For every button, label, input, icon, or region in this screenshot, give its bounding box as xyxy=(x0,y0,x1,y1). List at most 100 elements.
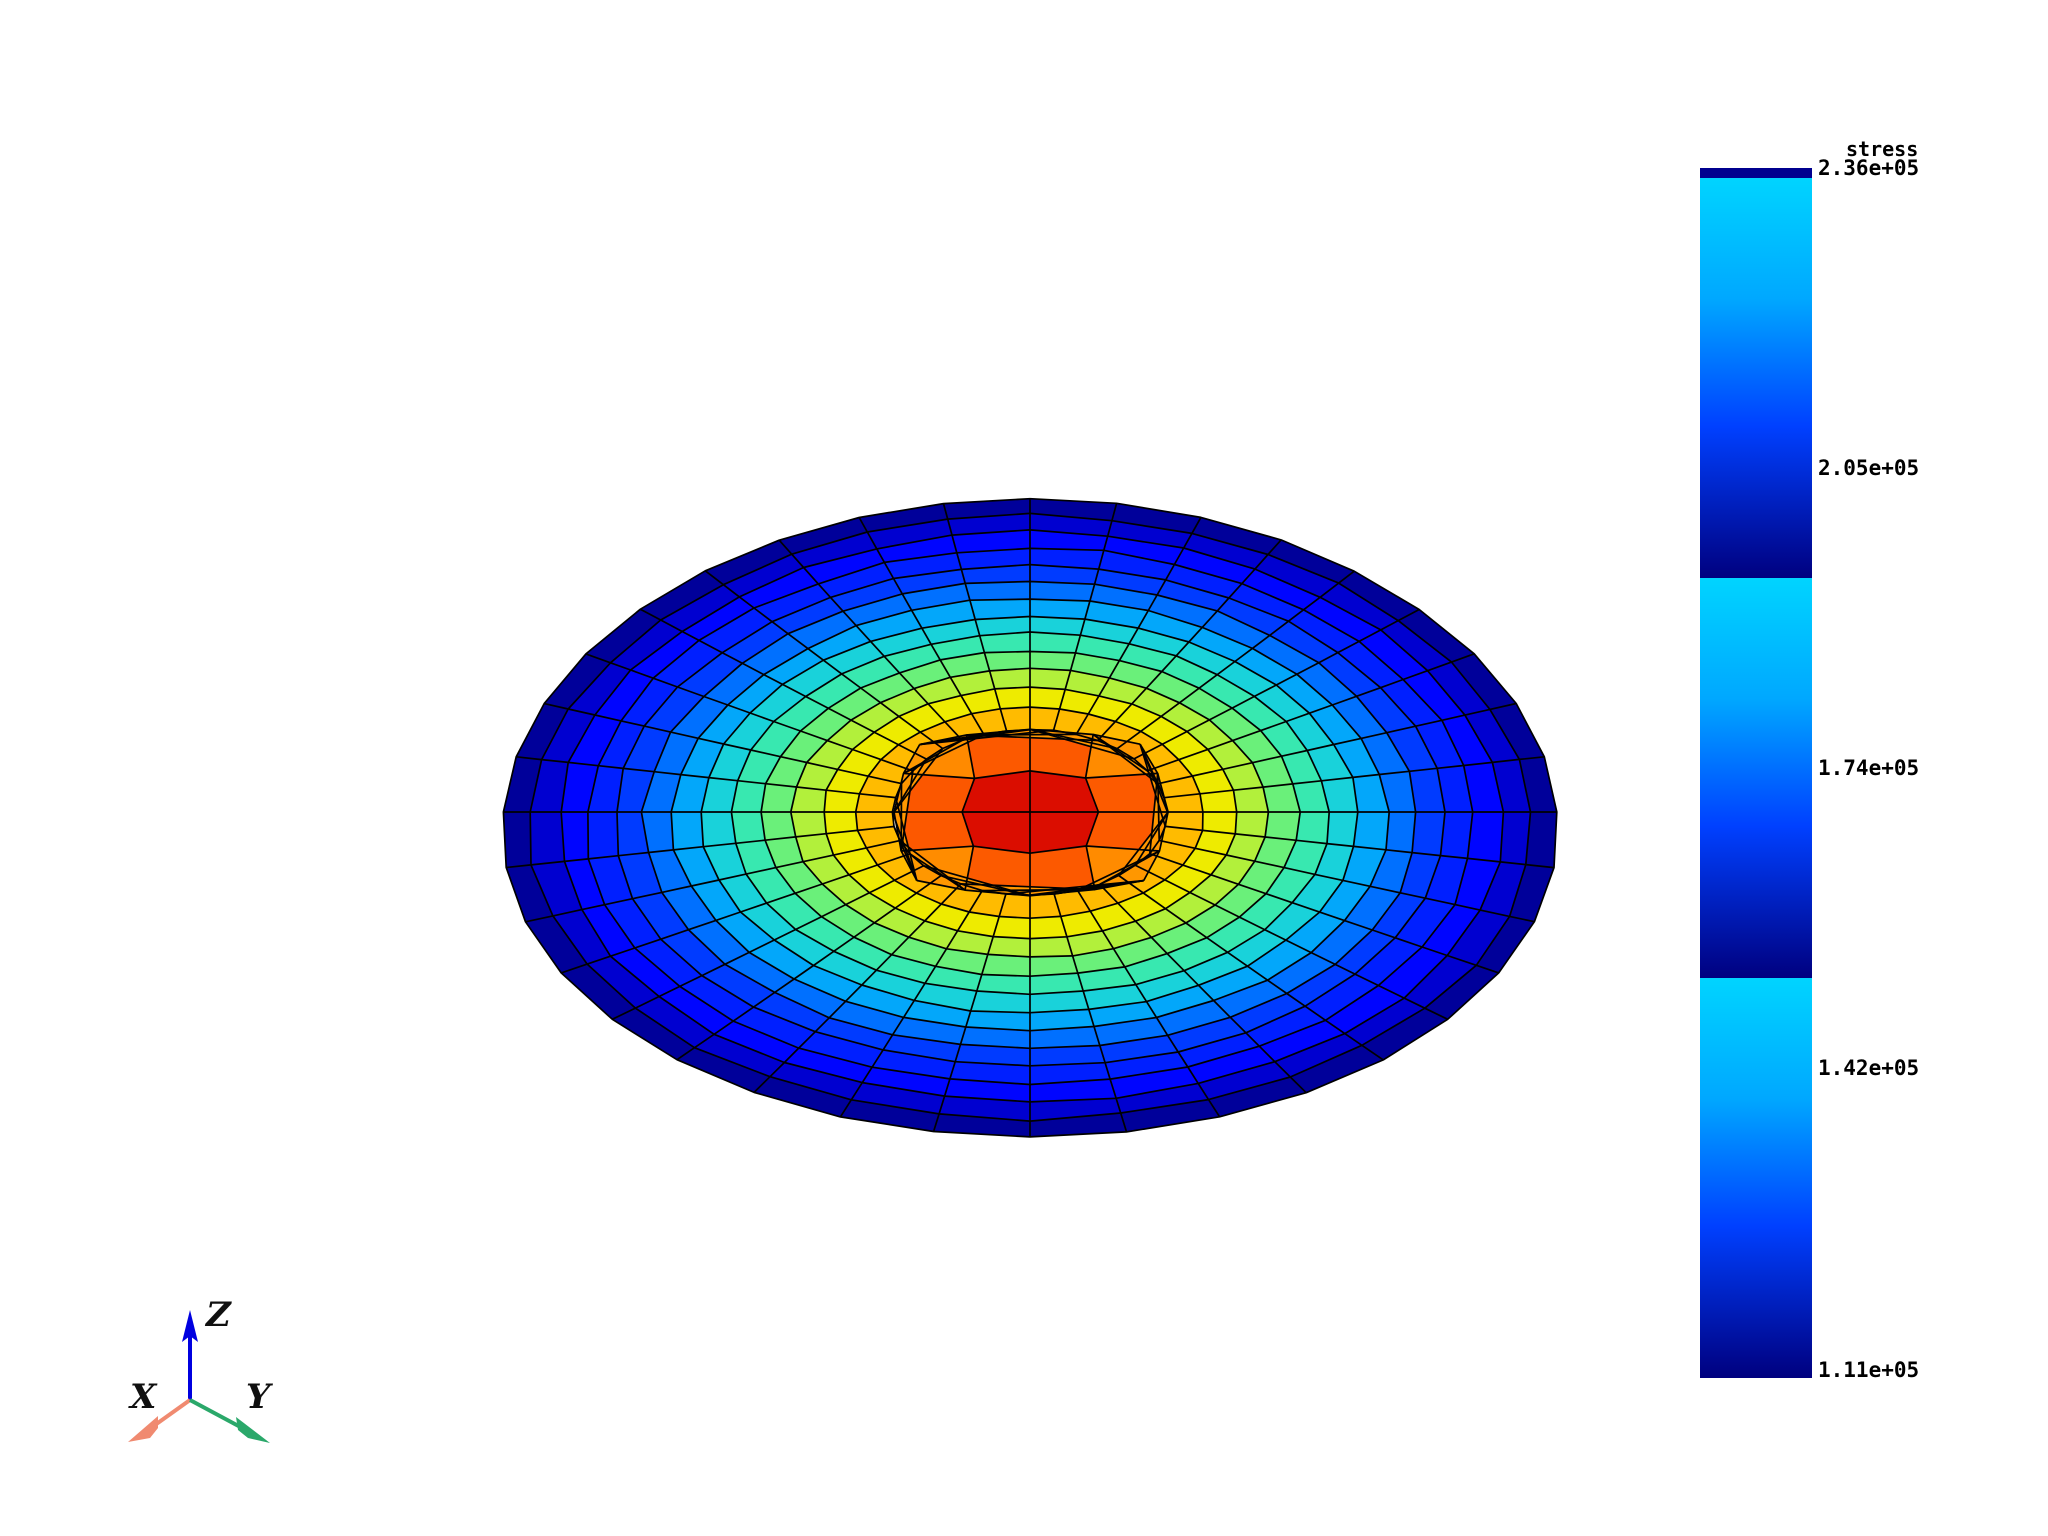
mesh-cell xyxy=(735,840,776,875)
mesh-cell xyxy=(1427,662,1490,716)
mesh-cell xyxy=(1030,894,1061,919)
mesh-cell xyxy=(859,503,948,532)
mesh-cell xyxy=(604,898,661,948)
mesh-cell xyxy=(1217,598,1289,636)
mesh-cell xyxy=(1320,583,1399,630)
mesh-cell xyxy=(1480,861,1526,917)
mesh-cell xyxy=(1222,762,1264,791)
mesh-cell xyxy=(1161,702,1210,732)
mesh-cell xyxy=(1230,993,1306,1033)
mesh-cell xyxy=(1148,595,1218,628)
mesh-cell xyxy=(1370,849,1413,893)
scalar-bar[interactable] xyxy=(1700,168,1812,1379)
mesh-cell xyxy=(962,770,1030,812)
mesh-cell xyxy=(503,812,531,868)
mesh-cell xyxy=(773,696,829,731)
mesh-cell xyxy=(960,1027,1030,1049)
mesh-cell xyxy=(867,519,952,549)
mesh-cell xyxy=(1318,652,1381,697)
mesh-cell xyxy=(1235,812,1269,837)
mesh-cell xyxy=(1146,985,1214,1018)
mesh-cell xyxy=(1265,812,1301,841)
mesh-cell xyxy=(851,702,899,733)
mesh-cell xyxy=(862,1067,950,1097)
mesh-cell xyxy=(1412,812,1445,856)
mesh-edge xyxy=(1159,839,1535,923)
mesh-edge xyxy=(1052,503,1118,731)
mesh-cell xyxy=(644,687,704,733)
mesh-cell xyxy=(1305,974,1379,1021)
mesh-cell xyxy=(1335,930,1396,975)
mesh-cell xyxy=(950,670,995,696)
mesh-cell xyxy=(634,939,702,987)
mesh-cell xyxy=(813,951,877,985)
mesh-cell xyxy=(1269,621,1338,663)
mesh-cell xyxy=(1386,812,1416,853)
mesh-cell xyxy=(1030,1026,1100,1049)
mesh-cell xyxy=(1333,738,1380,778)
mesh-cell xyxy=(1198,1061,1291,1100)
mesh-cell xyxy=(1111,503,1201,534)
mesh-cell xyxy=(701,812,736,847)
mesh-cell xyxy=(1030,991,1089,1013)
mesh-cell xyxy=(1252,756,1293,788)
mesh-cell xyxy=(1129,628,1189,656)
mesh-cell xyxy=(1519,756,1557,812)
mesh-cell xyxy=(761,812,796,841)
scalar-bar-band-0 xyxy=(1700,178,1812,579)
mesh-cell xyxy=(640,570,724,620)
mesh-cell xyxy=(1255,554,1339,598)
mesh-cell xyxy=(1179,688,1233,720)
mesh-cells xyxy=(503,498,1557,1137)
mesh-cell xyxy=(1353,812,1390,850)
mesh-cell xyxy=(541,709,595,763)
mesh-cell xyxy=(1441,715,1493,766)
mesh-cell xyxy=(750,684,806,722)
mesh-cell xyxy=(1239,893,1293,930)
axis-y-line xyxy=(189,1398,247,1432)
mesh-cell xyxy=(1264,902,1320,941)
mesh-cell xyxy=(1226,833,1266,862)
mesh-cell xyxy=(788,611,857,649)
mesh-cell xyxy=(892,1017,966,1045)
mesh-cell xyxy=(911,600,976,629)
mesh-cell xyxy=(965,1011,1030,1031)
mesh-cell xyxy=(1077,884,1118,912)
mesh-cell xyxy=(1285,912,1345,953)
mesh-cell xyxy=(1176,642,1235,675)
mesh-cell xyxy=(754,1076,852,1117)
mesh-cell xyxy=(1447,910,1510,966)
mesh-edge xyxy=(839,890,984,1118)
mesh-cell xyxy=(587,765,624,812)
mesh-cell xyxy=(1110,1067,1199,1099)
mesh-edge xyxy=(1076,889,1221,1118)
mesh-cell xyxy=(791,532,877,568)
mesh-cell xyxy=(1151,923,1207,954)
mesh-cell xyxy=(1072,948,1125,974)
mesh-cell xyxy=(677,1047,770,1093)
mesh-cell xyxy=(780,731,828,763)
mesh-cell xyxy=(824,812,858,834)
mesh-cell xyxy=(795,833,834,862)
mesh-cell xyxy=(653,640,723,687)
mesh-cell xyxy=(671,812,704,850)
mesh-edge xyxy=(891,811,918,881)
orientation-axes-widget[interactable]: Z X Y xyxy=(110,1280,330,1470)
mesh-cell xyxy=(679,975,754,1022)
mesh-cell xyxy=(1098,677,1147,704)
mesh-cell xyxy=(1030,916,1067,939)
mesh-cell xyxy=(1030,936,1073,957)
mesh-cell xyxy=(682,596,754,641)
mesh-cell xyxy=(1124,953,1185,985)
mesh-edge xyxy=(982,888,1095,892)
mesh-cell xyxy=(552,909,611,965)
mesh-cell xyxy=(699,608,773,653)
mesh-cell xyxy=(823,641,885,674)
mesh-cell xyxy=(1089,584,1158,611)
mesh-cell xyxy=(790,787,827,812)
mesh-cell xyxy=(1525,812,1557,868)
mesh-cell xyxy=(866,840,910,865)
mesh-cell xyxy=(661,886,716,930)
mesh-cell xyxy=(1263,783,1301,812)
